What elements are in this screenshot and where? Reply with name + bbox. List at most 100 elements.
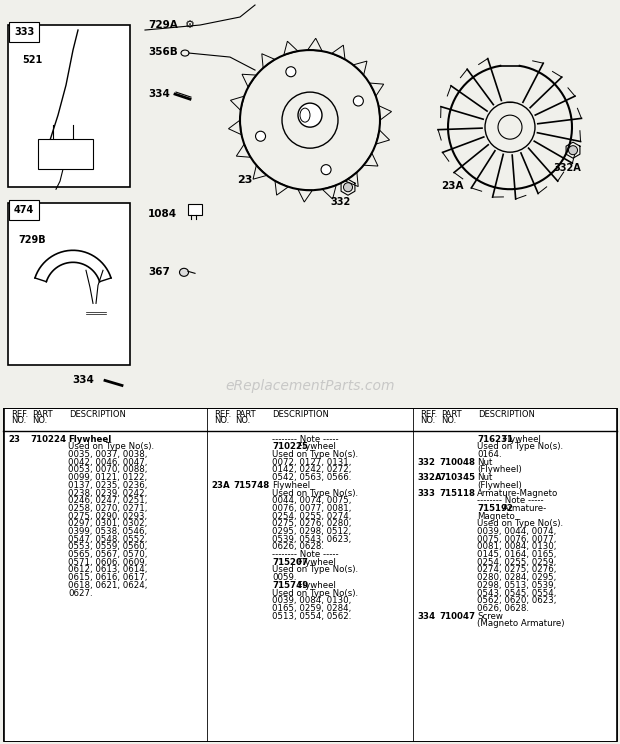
Text: 0565, 0567, 0570,: 0565, 0567, 0570, [68,550,148,559]
Text: 0612, 0613, 0614,: 0612, 0613, 0614, [68,565,148,574]
Bar [80,304,112,325]
Text: PART: PART [441,410,462,419]
Text: 0542, 0563, 0566.: 0542, 0563, 0566. [272,473,352,482]
Text: 0081, 0084, 0130,: 0081, 0084, 0130, [477,542,556,551]
Text: 729A: 729A [148,20,178,30]
Text: 23A: 23A [441,182,464,191]
Text: 715207: 715207 [272,558,308,567]
Text: Used on Type No(s).: Used on Type No(s). [272,450,358,459]
Text: 0258, 0270, 0271,: 0258, 0270, 0271, [68,504,148,513]
Text: NO.: NO. [32,417,47,426]
Text: DESCRIPTION: DESCRIPTION [478,410,535,419]
Text: 0295, 0298, 0512,: 0295, 0298, 0512, [272,527,351,536]
Text: NO.: NO. [11,417,26,426]
Circle shape [321,164,331,175]
Text: 474: 474 [14,205,34,215]
Text: REF.: REF. [214,410,231,419]
Text: PART: PART [32,410,53,419]
Text: 716231: 716231 [477,434,513,443]
Text: DESCRIPTION: DESCRIPTION [69,410,126,419]
Text: 0137, 0235, 0236,: 0137, 0235, 0236, [68,481,148,490]
Text: -------- Note -----: -------- Note ----- [272,550,339,559]
Text: 0042, 0046, 0047,: 0042, 0046, 0047, [68,458,148,466]
Circle shape [343,183,353,192]
Text: eReplacementParts.com: eReplacementParts.com [225,379,395,394]
Text: Used on Type No(s).: Used on Type No(s). [272,589,358,597]
Text: Flywheel: Flywheel [500,434,541,443]
Text: 0513, 0554, 0562.: 0513, 0554, 0562. [272,612,352,620]
Circle shape [353,96,363,106]
Text: Nut: Nut [477,458,492,466]
Text: 0044, 0074, 0075,: 0044, 0074, 0075, [272,496,352,505]
Circle shape [255,131,265,141]
Text: 0145, 0164, 0165,: 0145, 0164, 0165, [477,550,556,559]
Text: 23A: 23A [211,481,229,490]
Text: 333: 333 [417,489,435,498]
Text: 332A: 332A [417,473,441,482]
Text: 0553, 0559, 0560,: 0553, 0559, 0560, [68,542,148,551]
Text: 715118: 715118 [439,489,475,498]
Text: Armature-: Armature- [500,504,546,513]
Text: 367: 367 [148,267,170,278]
Text: Magneto: Magneto [477,512,515,521]
Text: Used on Type No(s).: Used on Type No(s). [272,489,358,498]
Text: REF.: REF. [11,410,29,419]
Text: 0562, 0620, 0623,: 0562, 0620, 0623, [477,596,556,605]
Text: 710225: 710225 [272,443,308,452]
Text: 0547, 0548, 0552,: 0547, 0548, 0552, [68,535,148,544]
Text: 521: 521 [22,55,42,65]
Text: 333: 333 [14,27,34,37]
Text: 332: 332 [330,197,350,208]
Text: 334: 334 [72,376,94,385]
Bar [38,139,93,169]
Text: 0076, 0077, 0081,: 0076, 0077, 0081, [272,504,352,513]
Text: -------- Note -----: -------- Note ----- [272,434,339,443]
Text: Used on Type No(s).: Used on Type No(s). [477,443,563,452]
Text: 0035, 0037, 0038,: 0035, 0037, 0038, [68,450,148,459]
Text: 23: 23 [237,175,252,185]
Text: -------- Note -----: -------- Note ----- [477,496,544,505]
Text: 0280, 0284, 0295,: 0280, 0284, 0295, [477,573,556,582]
Text: 715192: 715192 [477,504,513,513]
Text: 0075, 0076, 0077,: 0075, 0076, 0077, [477,535,556,544]
Bar [8,203,130,365]
Bar [188,205,202,215]
Bar [8,25,130,187]
Text: 334: 334 [148,89,170,99]
Text: 0039, 0044, 0074,: 0039, 0044, 0074, [477,527,556,536]
Text: Flywheel: Flywheel [294,443,335,452]
Text: 710047: 710047 [439,612,475,620]
Text: 0615, 0616, 0617,: 0615, 0616, 0617, [68,573,148,582]
Text: 0275, 0276, 0280,: 0275, 0276, 0280, [272,519,352,528]
Text: Used on Type No(s).: Used on Type No(s). [272,565,358,574]
Text: 710048: 710048 [439,458,475,466]
Circle shape [298,103,322,127]
Text: 0298, 0513, 0539,: 0298, 0513, 0539, [477,581,556,590]
Text: 334: 334 [417,612,435,620]
Text: 0053, 0070, 0088,: 0053, 0070, 0088, [68,466,148,475]
Text: 0072, 0127, 0131,: 0072, 0127, 0131, [272,458,352,466]
Text: REF.: REF. [420,410,437,419]
Text: DESCRIPTION: DESCRIPTION [272,410,329,419]
Text: 715749: 715749 [272,581,308,590]
Text: 715748: 715748 [233,481,269,490]
Circle shape [569,146,577,155]
Text: Nut: Nut [477,473,492,482]
Text: NO.: NO. [235,417,250,426]
Text: 0254, 0255, 0259,: 0254, 0255, 0259, [477,558,556,567]
Text: ⚙: ⚙ [185,20,195,30]
Text: Flywheel: Flywheel [272,481,310,490]
Text: (Flywheel): (Flywheel) [477,481,522,490]
Text: 0059.: 0059. [272,573,296,582]
Text: 710345: 710345 [439,473,475,482]
Text: 23: 23 [8,434,20,443]
Text: Used on Type No(s).: Used on Type No(s). [477,519,563,528]
Text: 0539, 0543, 0623,: 0539, 0543, 0623, [272,535,352,544]
Text: NO.: NO. [214,417,229,426]
Text: 0238, 0239, 0242,: 0238, 0239, 0242, [68,489,148,498]
Text: 729B: 729B [18,235,46,246]
Text: 0142, 0242, 0272,: 0142, 0242, 0272, [272,466,352,475]
Text: Used on Type No(s).: Used on Type No(s). [68,443,154,452]
Ellipse shape [180,269,188,276]
Text: 0254, 0255, 0274,: 0254, 0255, 0274, [272,512,352,521]
